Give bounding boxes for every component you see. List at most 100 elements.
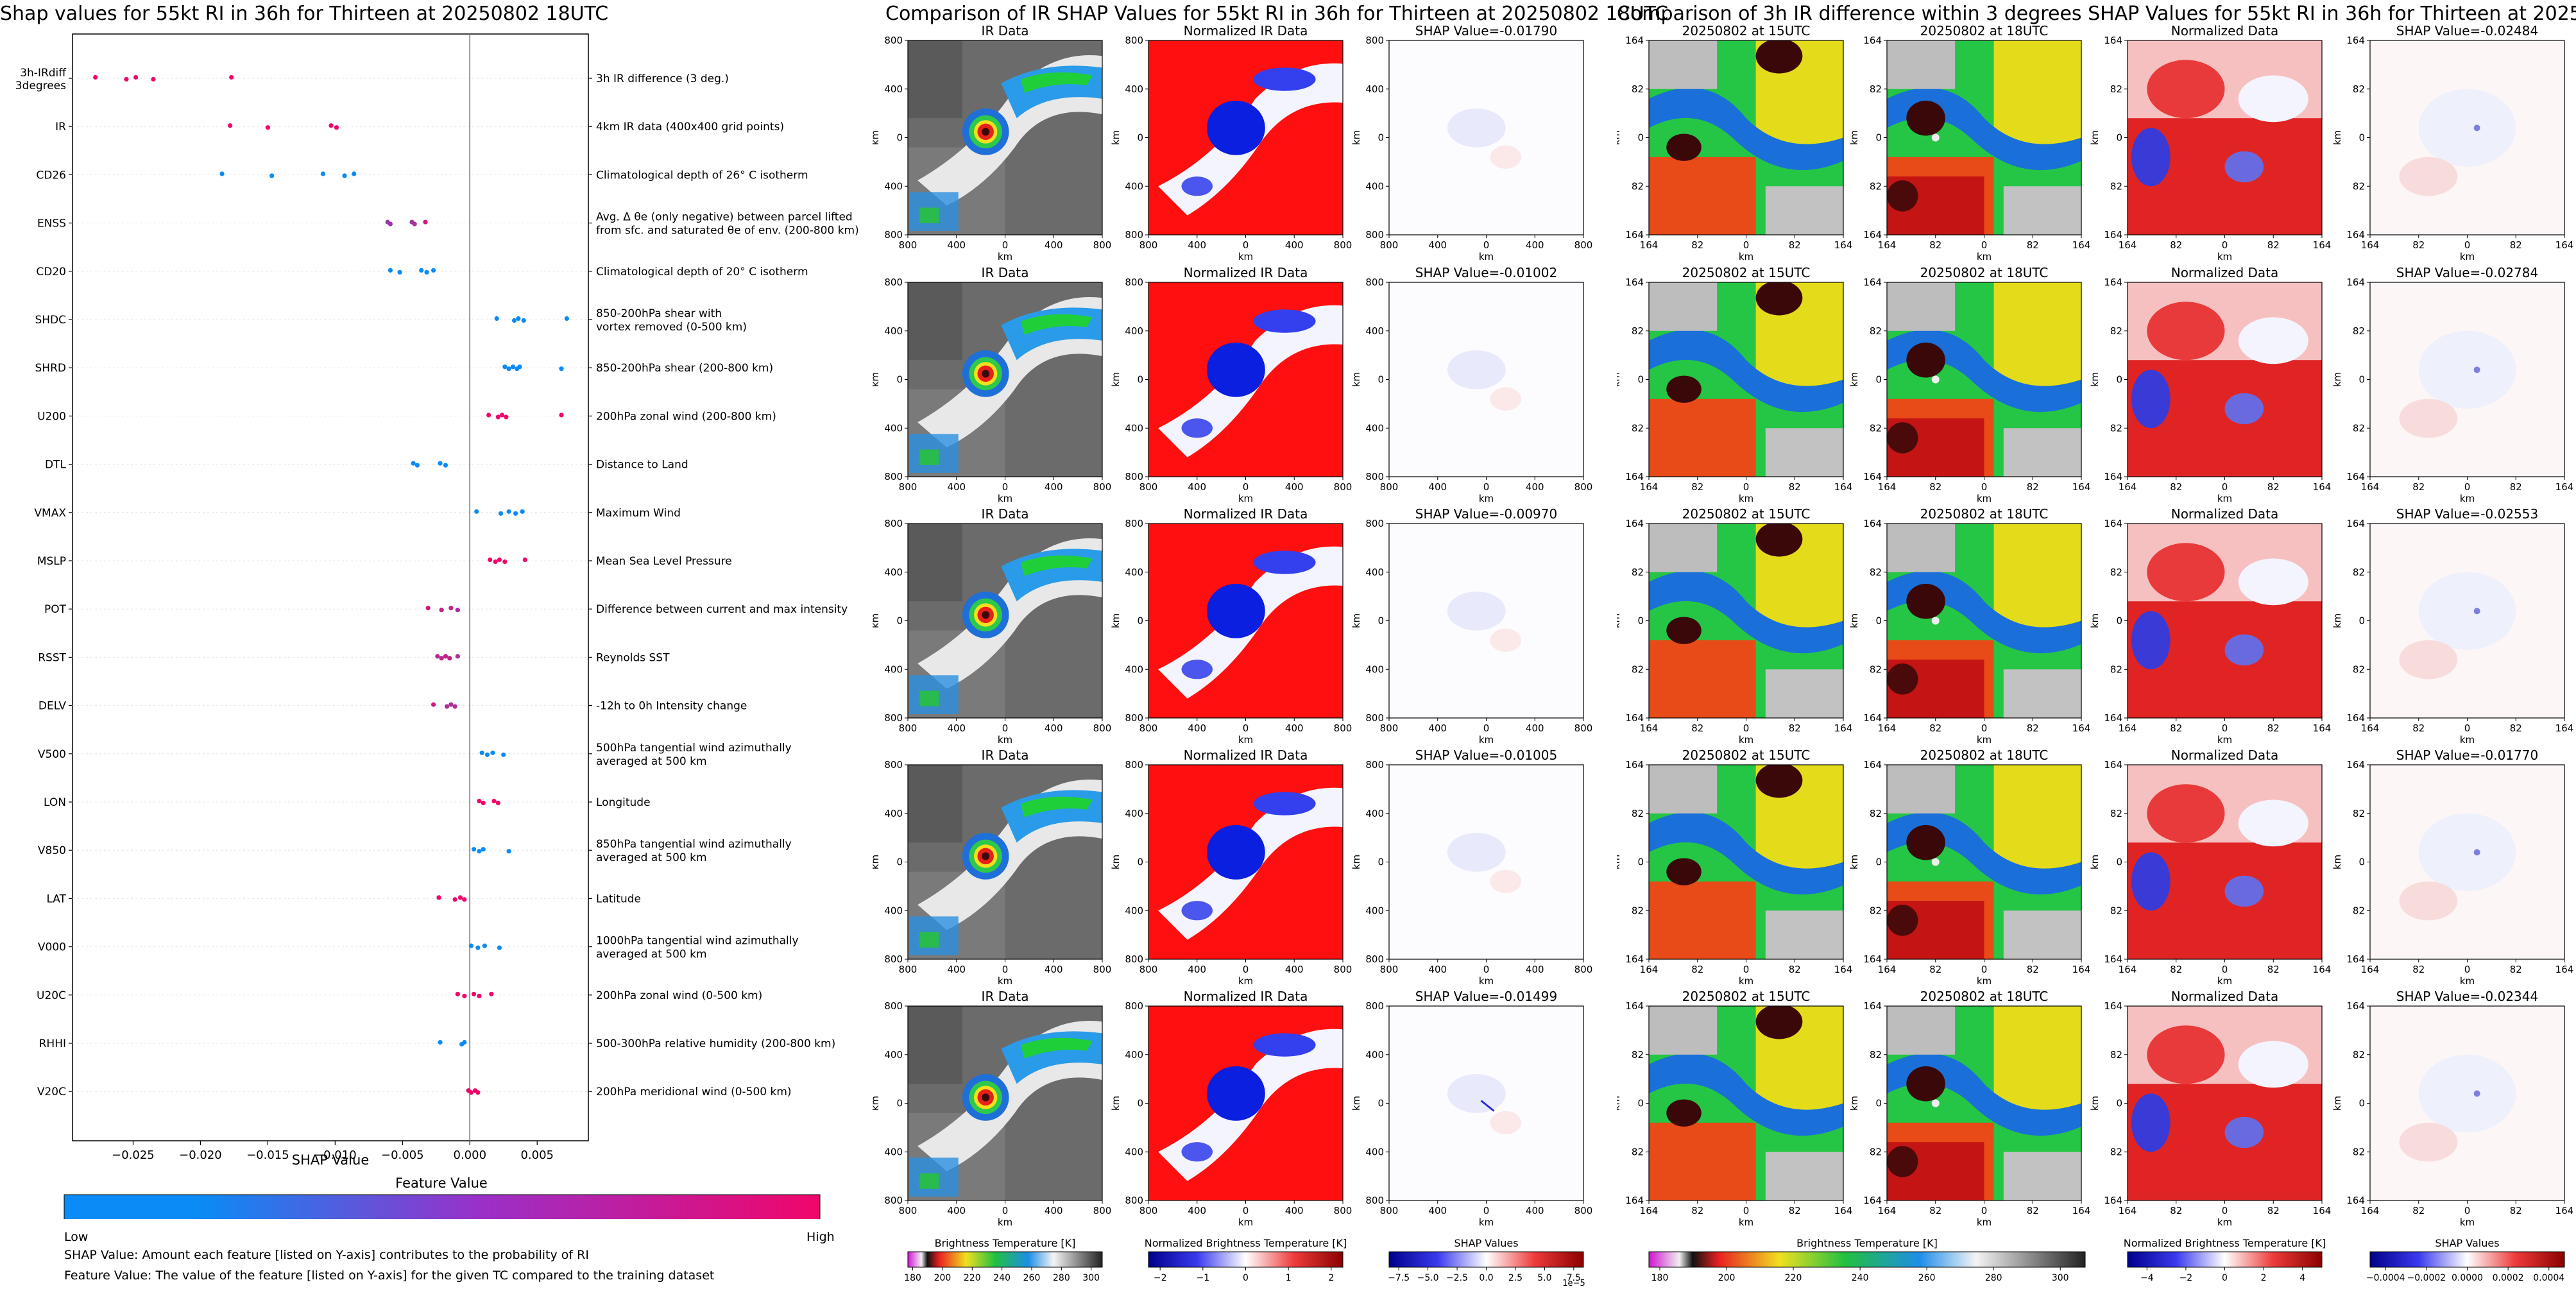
warm-spot (1906, 100, 1945, 136)
x-tick-label: 164 (2119, 722, 2137, 734)
y-tick-label: 400 (884, 905, 903, 916)
feature-description-label: 200hPa zonal wind (200-800 km) (596, 410, 776, 423)
y-tick-label: 0 (1137, 615, 1143, 627)
x-tick-label: 800 (1334, 964, 1352, 975)
x-tick-label: 82 (2027, 239, 2039, 251)
x-tick-label: 800 (1380, 964, 1399, 975)
y-tick-label: 400 (884, 83, 903, 95)
x-tick-label: −0.025 (112, 1148, 155, 1162)
shap-point (444, 704, 450, 709)
feature-code-label: 3h-IRdiff 3degrees (15, 67, 67, 92)
x-tick-label: 0 (1743, 722, 1750, 734)
y-tick-label: 164 (1625, 471, 1644, 482)
colorbar-label: SHAP Values (2435, 1237, 2499, 1249)
y-axis-label: km (1351, 855, 1362, 869)
panel-title: IR Data (982, 506, 1029, 522)
y-tick-label: 82 (1632, 83, 1644, 95)
x-axis-label: km (1739, 251, 1753, 262)
feature-value-note: Feature Value: The value of the feature … (64, 1268, 715, 1283)
y-axis-label: km (873, 1096, 881, 1111)
x-tick-label: 800 (899, 481, 917, 493)
x-tick-label: 164 (1640, 964, 1659, 975)
shap-point (504, 414, 509, 420)
feature-description-label: 200hPa meridional wind (0-500 km) (596, 1086, 792, 1098)
shap-summary-chart: 3h-IRdiff 3degrees IR CD26 ENSS CD20 SHDC SHRD U… (15, 33, 859, 1219)
y-tick-label: 82 (1632, 1049, 1644, 1061)
shap-point (484, 752, 490, 757)
x-tick-label: 800 (1380, 481, 1399, 493)
colorbar-tick-label: 4 (2299, 1273, 2305, 1283)
feature-code-label: RSST (38, 651, 66, 664)
x-tick-label: 400 (1428, 964, 1447, 975)
x-tick-label: 82 (2027, 722, 2039, 734)
x-tick-label: 164 (2555, 239, 2574, 251)
y-tick-label: 800 (884, 1000, 903, 1012)
x-tick-label: 0 (1483, 239, 1490, 251)
y-tick-label: 82 (1632, 325, 1644, 337)
shap-point (462, 1039, 467, 1045)
colorbar-tick-label: 280 (1053, 1273, 1070, 1283)
y-tick-label: 82 (1632, 808, 1644, 819)
shap-point (265, 125, 270, 130)
x-tick-label: 82 (2170, 239, 2182, 251)
shap-point (424, 269, 429, 275)
colorbar-tick-label: −2 (2179, 1273, 2193, 1283)
x-tick-label: 164 (2555, 722, 2574, 734)
x-tick-label: 82 (2027, 1205, 2039, 1216)
panel-title: SHAP Value=-0.01790 (1415, 23, 1557, 38)
x-tick-label: 164 (2313, 722, 2332, 734)
y-tick-label: 0 (2116, 857, 2122, 868)
warm-spot (1887, 1146, 1918, 1177)
panel-title: SHAP Value=-0.02344 (2396, 989, 2538, 1004)
y-axis-label: km (1110, 372, 1122, 387)
colorbar-tick-label: 2.5 (1508, 1273, 1523, 1283)
y-tick-label: 164 (2104, 759, 2122, 771)
shap-point (397, 269, 402, 275)
shap-point (219, 171, 225, 176)
shap-point (481, 800, 486, 806)
y-axis-label: km (2089, 613, 2101, 628)
shap-point (475, 945, 481, 950)
y-tick-label: 164 (1625, 518, 1644, 529)
shap-point (436, 895, 441, 900)
shap-x-axis-label: SHAP Value (292, 1152, 370, 1168)
diff-bt-colorbar (1648, 1251, 2086, 1268)
x-tick-label: 0 (1743, 481, 1750, 493)
shap-point (482, 943, 487, 948)
x-axis-label: km (1479, 975, 1494, 987)
shap-point (455, 608, 460, 613)
shap-point (477, 849, 482, 854)
feature-description-label: 4km IR data (400x400 grid points) (596, 121, 784, 133)
x-axis-label: km (1977, 493, 1992, 504)
shap-point (388, 221, 393, 226)
y-tick-label: 164 (1863, 712, 1882, 724)
y-tick-label: 0 (1378, 132, 1384, 144)
y-tick-label: 0 (2116, 374, 2122, 386)
shap-point (497, 945, 502, 950)
x-tick-label: 0 (1002, 239, 1009, 251)
y-tick-label: 800 (1365, 518, 1384, 529)
x-axis-label: km (2460, 493, 2475, 504)
x-tick-label: 400 (947, 722, 966, 734)
shap-point (564, 316, 570, 321)
shap-point (443, 463, 448, 468)
y-tick-label: 0 (1875, 615, 1882, 627)
y-tick-label: 0 (896, 857, 903, 868)
x-tick-label: 400 (1428, 481, 1447, 493)
panel-title: Normalized Data (2171, 23, 2279, 38)
y-tick-label: 400 (1365, 83, 1384, 95)
ir-norm-colorbar (1148, 1251, 1343, 1268)
y-tick-label: 800 (1125, 277, 1143, 288)
feature-code-label: MSLP (37, 555, 66, 568)
panel-title: 20250802 at 18UTC (1920, 265, 2049, 280)
y-axis-label: km (873, 855, 881, 869)
x-tick-label: 0 (2222, 481, 2228, 493)
feature-code-label: CD26 (36, 169, 66, 182)
x-tick-label: 0 (2464, 1205, 2471, 1216)
shap-point (352, 171, 357, 176)
x-tick-label: 400 (1188, 722, 1206, 734)
shap-point (468, 1090, 473, 1095)
y-tick-label: 0 (1875, 374, 1882, 386)
x-tick-label: 82 (2510, 239, 2522, 251)
